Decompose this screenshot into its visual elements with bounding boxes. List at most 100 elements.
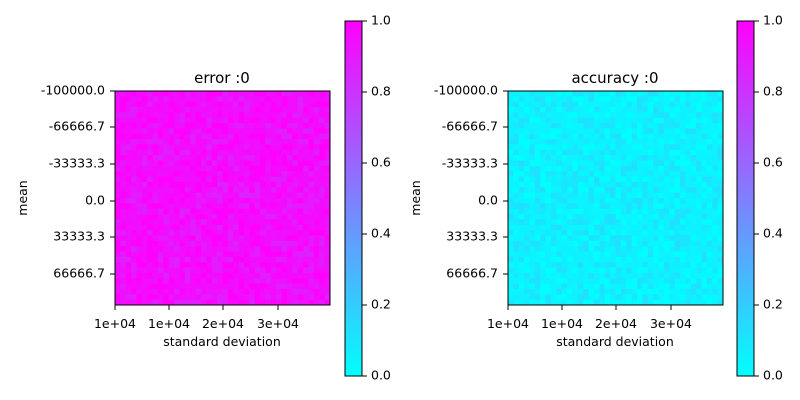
error-heatmap-cell bbox=[270, 214, 277, 220]
error-heatmap-cell bbox=[297, 112, 304, 119]
error-heatmap-cell bbox=[217, 299, 223, 306]
error-heatmap-cell bbox=[244, 181, 250, 188]
accuracy-heatmap-cell bbox=[577, 272, 584, 279]
accuracy-heatmap-cell bbox=[551, 112, 557, 119]
error-heatmap-cell bbox=[190, 112, 197, 119]
error-heatmap-cell bbox=[158, 139, 164, 145]
accuracy-heatmap-cell bbox=[610, 117, 616, 124]
error-heatmap-cell bbox=[276, 117, 283, 124]
error-heatmap-cell bbox=[254, 235, 261, 242]
error-heatmap-cell bbox=[270, 171, 277, 177]
accuracy-heatmap-cell bbox=[663, 96, 670, 103]
accuracy-heatmap-cell bbox=[518, 214, 525, 220]
error-heatmap-cell bbox=[190, 272, 197, 279]
accuracy-heatmap-cell bbox=[712, 192, 719, 199]
accuracy-heatmap-cell bbox=[642, 101, 649, 108]
accuracy-heatmap-cell bbox=[594, 224, 600, 231]
accuracy-heatmap-cell bbox=[572, 262, 579, 268]
accuracy-heatmap-cell bbox=[717, 240, 724, 247]
accuracy-heatmap-cell bbox=[545, 133, 552, 140]
accuracy-heatmap-cell bbox=[561, 230, 568, 236]
accuracy-heatmap-cell bbox=[631, 283, 638, 290]
error-heatmap-cell bbox=[244, 176, 250, 183]
error-heatmap-cell bbox=[303, 96, 309, 103]
accuracy-heatmap-cell bbox=[658, 144, 665, 151]
accuracy-heatmap-cell bbox=[594, 283, 600, 290]
accuracy-heatmap-cell bbox=[620, 187, 627, 194]
error-heatmap-cell bbox=[136, 144, 143, 151]
accuracy-heatmap-cell bbox=[658, 155, 665, 161]
error-heatmap-cell bbox=[281, 219, 288, 226]
accuracy-heatmap-cell bbox=[529, 272, 536, 279]
accuracy-heatmap-cell bbox=[642, 149, 649, 156]
error-heatmap-cell bbox=[174, 294, 180, 301]
error-heatmap-cell bbox=[217, 123, 223, 129]
error-heatmap-cell bbox=[287, 235, 293, 242]
error-heatmap-cell bbox=[125, 256, 132, 263]
error-heatmap-cell bbox=[115, 198, 121, 204]
error-heatmap-cell bbox=[292, 214, 299, 220]
accuracy-heatmap-cell bbox=[594, 246, 600, 252]
error-heatmap-cell bbox=[158, 198, 164, 204]
error-heatmap-cell bbox=[276, 256, 283, 263]
accuracy-heatmap-cell bbox=[518, 133, 525, 140]
accuracy-heatmap-cell bbox=[658, 192, 665, 199]
accuracy-heatmap-cell bbox=[540, 246, 547, 252]
accuracy-heatmap-cell bbox=[572, 139, 579, 145]
error-heatmap-cell bbox=[168, 299, 175, 306]
error-heatmap-cell bbox=[244, 267, 250, 274]
accuracy-heatmap-cell bbox=[577, 101, 584, 108]
accuracy-heatmap-cell bbox=[717, 181, 724, 188]
accuracy-heatmap-cell bbox=[572, 155, 579, 161]
error-heatmap-cell bbox=[201, 117, 207, 124]
error-heatmap-cell bbox=[265, 256, 272, 263]
accuracy-heatmap-cell bbox=[626, 235, 633, 242]
error-heatmap-cell bbox=[276, 224, 283, 231]
error-heatmap-cell bbox=[147, 91, 154, 97]
accuracy-heatmap-cell bbox=[653, 165, 659, 172]
error-heatmap-cell bbox=[270, 176, 277, 183]
error-heatmap-cell bbox=[313, 101, 320, 108]
error-heatmap-cell bbox=[184, 214, 191, 220]
accuracy-heatmap-cell bbox=[706, 117, 713, 124]
error-heatmap-cell bbox=[131, 278, 137, 284]
accuracy-heatmap-cell bbox=[680, 171, 686, 177]
error-heatmap-cell bbox=[324, 299, 331, 306]
accuracy-heatmap-cell bbox=[653, 144, 659, 151]
error-heatmap-cell bbox=[163, 230, 170, 236]
accuracy-heatmap-cell bbox=[572, 224, 579, 231]
accuracy-heatmap-cell bbox=[610, 123, 616, 129]
accuracy-heatmap-cell bbox=[615, 91, 622, 97]
accuracy-heatmap-cell bbox=[690, 240, 697, 247]
error-heatmap-cell bbox=[131, 283, 137, 290]
accuracy-heatmap-cell bbox=[674, 144, 681, 151]
accuracy-heatmap-cell bbox=[669, 288, 676, 295]
accuracy-heatmap-cell bbox=[572, 208, 579, 215]
error-heatmap-cell bbox=[147, 171, 154, 177]
accuracy-heatmap-cell bbox=[540, 240, 547, 247]
accuracy-heatmap-cell bbox=[577, 160, 584, 167]
error-heatmap-cell bbox=[125, 294, 132, 301]
accuracy-heatmap-cell bbox=[658, 294, 665, 301]
accuracy-heatmap-cell bbox=[577, 171, 584, 177]
error-heatmap-cell bbox=[120, 230, 127, 236]
accuracy-heatmap-cell bbox=[669, 235, 676, 242]
error-heatmap-cell bbox=[233, 272, 240, 279]
accuracy-heatmap-cell bbox=[701, 235, 708, 242]
accuracy-heatmap-cell bbox=[524, 299, 530, 306]
error-heatmap-cell bbox=[120, 278, 127, 284]
error-heatmap-cell bbox=[174, 112, 180, 119]
error-heatmap-cell bbox=[141, 123, 148, 129]
error-heatmap-cell bbox=[276, 107, 283, 113]
error-heatmap-cell bbox=[233, 187, 240, 194]
accuracy-heatmap-cell bbox=[572, 176, 579, 183]
error-heatmap-cell bbox=[217, 198, 223, 204]
accuracy-y-ticks bbox=[503, 90, 508, 275]
accuracy-heatmap-cell bbox=[594, 267, 600, 274]
accuracy-heatmap-cell bbox=[674, 123, 681, 129]
error-heatmap-cell bbox=[276, 299, 283, 306]
accuracy-heatmap-cell bbox=[631, 160, 638, 167]
error-heatmap-cell bbox=[206, 139, 213, 145]
accuracy-heatmap-cell bbox=[637, 176, 643, 183]
accuracy-heatmap-cell bbox=[577, 267, 584, 274]
